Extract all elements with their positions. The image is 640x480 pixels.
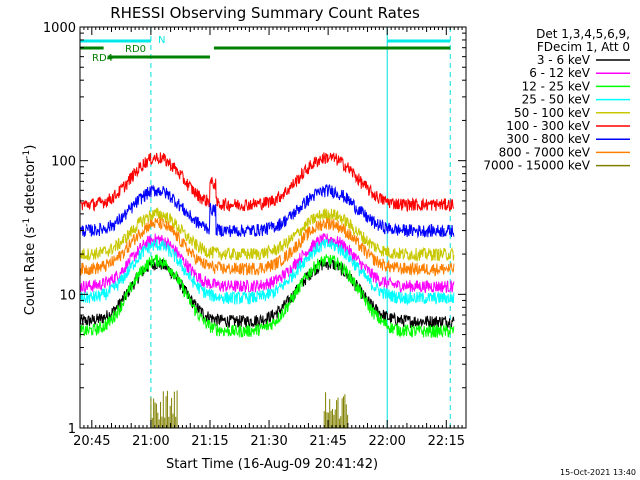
legend-entry-label: 25 - 50 keV: [522, 93, 591, 107]
legend-entry-label: 50 - 100 keV: [514, 106, 591, 120]
series-lines: [79, 152, 455, 339]
series-line: [79, 152, 455, 212]
chart-title: RHESSI Observing Summary Count Rates: [110, 4, 420, 22]
legend-entry-label: 100 - 300 keV: [506, 119, 590, 133]
y-tick-label: 1: [68, 422, 76, 437]
x-tick-label: 21:45: [309, 434, 346, 449]
x-tick-label: 21:00: [132, 434, 169, 449]
series-line: [79, 254, 455, 339]
timestamp: 15-Oct-2021 13:40: [560, 468, 636, 477]
x-tick-label: 20:45: [73, 434, 110, 449]
series-line: [79, 216, 455, 277]
y-axis-label: Count Rate (s-1 detector-1): [22, 145, 38, 316]
series-line: [79, 233, 455, 294]
x-tick-label: 22:00: [368, 434, 405, 449]
series-line: [79, 238, 455, 306]
annotation-n: N: [158, 35, 165, 46]
series-line: [79, 206, 455, 263]
x-tick-label: 21:15: [191, 434, 228, 449]
tick-labels: 1 10 100 1000 20:45 21:00 21:15 21:30 21:45 22:00…: [43, 21, 465, 449]
axes: [79, 26, 467, 429]
legend-entry-label: 7000 - 15000 keV: [483, 159, 590, 173]
legend-entry-label: 800 - 7000 keV: [499, 145, 591, 159]
legend-entry-label: 3 - 6 keV: [537, 53, 591, 67]
series-line: [79, 184, 455, 239]
y-tick-label: 100: [51, 155, 76, 170]
legend-entry-label: 300 - 800 keV: [506, 132, 590, 146]
legend-entry-label: 12 - 25 keV: [522, 79, 591, 93]
x-axis-label: Start Time (16-Aug-09 20:41:42): [166, 457, 378, 472]
legend-entry-label: 6 - 12 keV: [529, 66, 591, 80]
x-tick-label: 22:15: [428, 434, 465, 449]
y-tick-label: 1000: [43, 21, 76, 36]
legend: Det 1,3,4,5,6,9,FDecim 1, Att 03 - 6 keV…: [483, 27, 630, 173]
legend-header: FDecim 1, Att 0: [537, 40, 630, 54]
annotation-rd4: RD4: [92, 53, 113, 64]
annotation-rd0: RD0: [125, 44, 146, 55]
legend-header: Det 1,3,4,5,6,9,: [536, 27, 630, 41]
x-tick-label: 21:30: [250, 434, 287, 449]
y-tick-label: 10: [59, 288, 76, 303]
flag-bars: [150, 390, 349, 428]
night-shading: [79, 27, 451, 428]
